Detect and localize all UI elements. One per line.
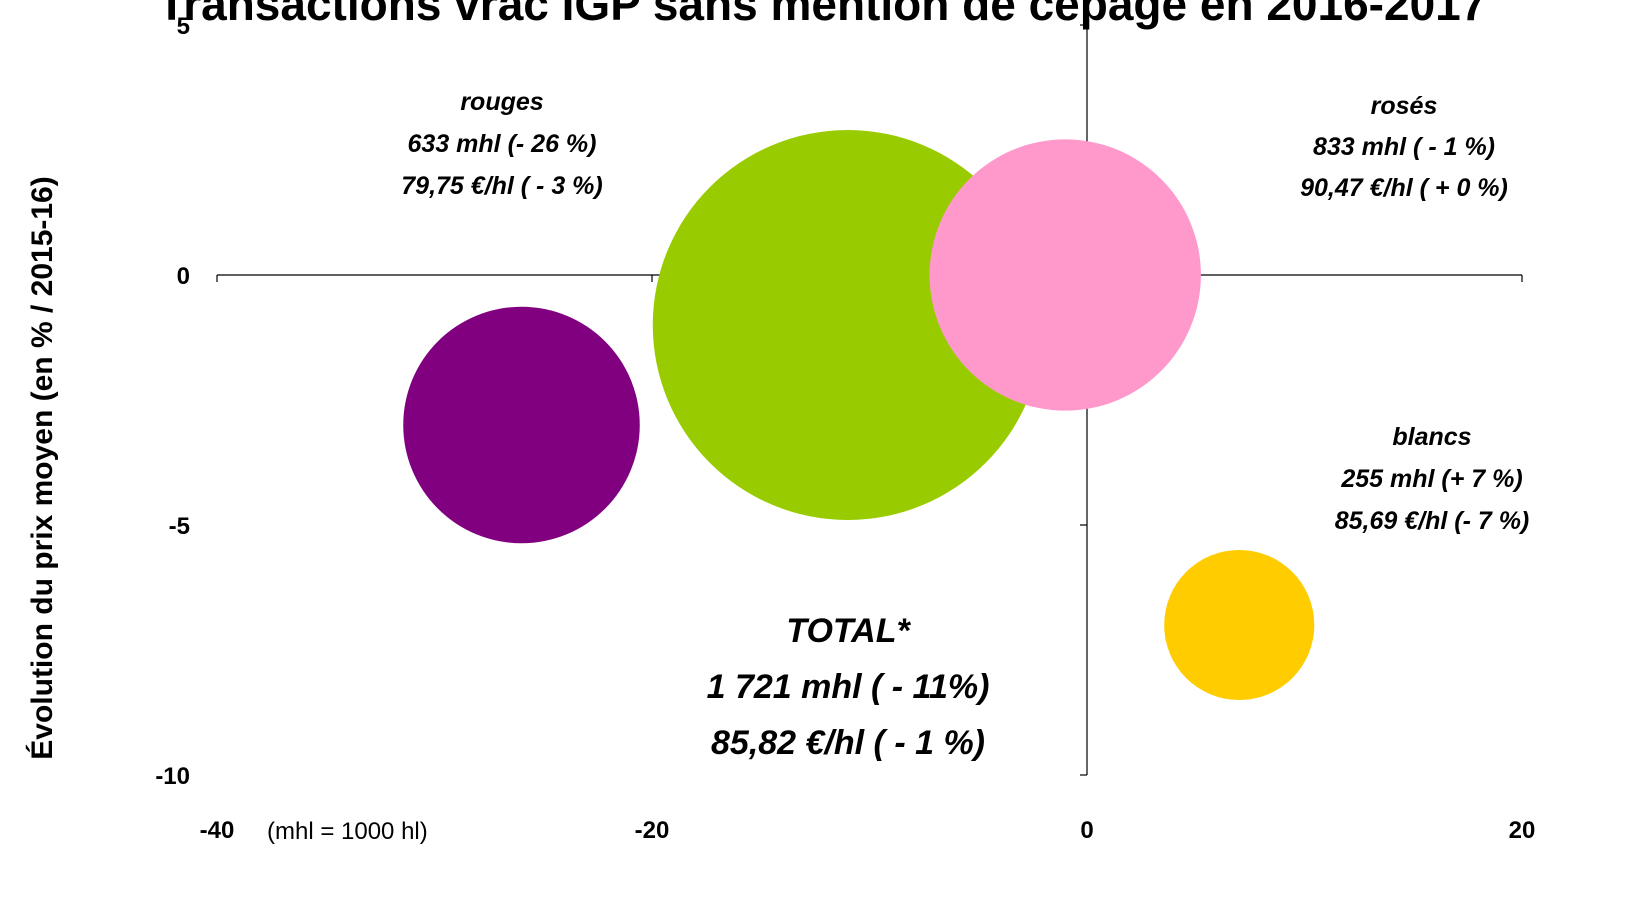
- bubble-rouges: [403, 306, 640, 544]
- chart-title: Transactions vrac IGP sans mention de cé…: [158, 0, 1487, 30]
- label-total-line3: 85,82 €/hl ( - 1 %): [711, 724, 985, 762]
- label-rosés-line2: 833 mhl ( - 1 %): [1313, 133, 1495, 161]
- tick-labels: -40 -20 0 20 5 0 -5 -10: [155, 13, 1535, 844]
- label-blancs-line3: 85,69 €/hl (- 7 %): [1335, 507, 1530, 535]
- bubbles: [403, 130, 1315, 701]
- bubble-labels: rouges 633 mhl (- 26 %) 79,75 €/hl ( - 3 %…: [401, 88, 1529, 762]
- y-axis-label: Évolution du prix moyen (en % / 2015-16): [25, 176, 59, 759]
- label-blancs-line2: 255 mhl (+ 7 %): [1340, 465, 1522, 493]
- label-rouges-line1: rouges: [460, 88, 543, 116]
- label-total-line2: 1 721 mhl ( - 11%): [707, 668, 990, 706]
- y-tick-label: 0: [177, 263, 190, 290]
- unit-note: (mhl = 1000 hl): [267, 818, 428, 845]
- label-blancs-line1: blancs: [1392, 423, 1471, 451]
- label-rosés-line3: 90,47 €/hl ( + 0 %): [1300, 174, 1508, 202]
- label-rosés-line1: rosés: [1371, 92, 1438, 120]
- label-rouges-line3: 79,75 €/hl ( - 3 %): [401, 172, 602, 200]
- y-tick-label: -5: [169, 513, 190, 540]
- x-tick-label: -40: [200, 817, 235, 844]
- bubble-rosés: [929, 139, 1201, 411]
- x-tick-label: 20: [1509, 817, 1536, 844]
- x-tick-label: 0: [1080, 817, 1093, 844]
- label-rouges-line2: 633 mhl (- 26 %): [408, 130, 597, 158]
- y-tick-label: 5: [177, 13, 190, 40]
- x-tick-label: -20: [635, 817, 670, 844]
- label-total-line1: TOTAL*: [786, 612, 911, 650]
- bubble-blancs: [1164, 549, 1315, 701]
- y-tick-label: -10: [155, 763, 190, 790]
